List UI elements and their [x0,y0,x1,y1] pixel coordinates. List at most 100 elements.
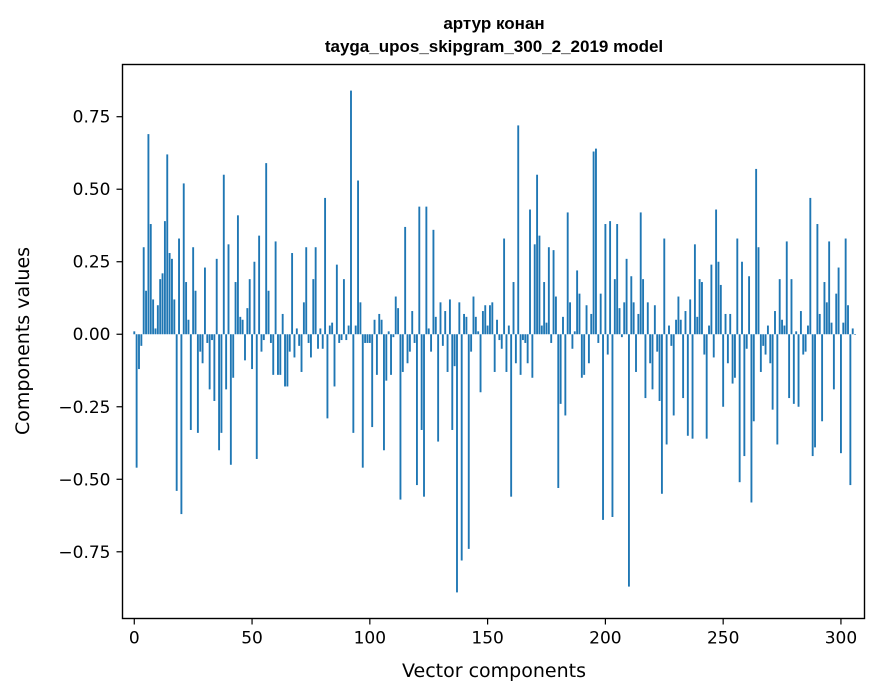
bar [783,325,786,335]
bar [425,206,428,335]
bar [185,282,188,335]
bar [171,258,173,335]
bar [668,325,670,335]
bar [274,241,277,335]
bar [618,308,621,335]
bar [795,331,798,335]
bar [576,270,579,335]
bar [849,334,852,486]
bar [359,302,362,335]
bar [213,334,216,401]
bar [526,334,529,364]
bar [559,334,562,404]
bar [708,325,710,335]
bar [498,334,501,341]
bar [135,334,138,468]
bar [392,334,395,338]
bar [156,305,159,335]
bar [818,313,821,335]
bar [821,334,824,422]
bar [755,168,758,335]
bar [427,328,430,335]
bar [585,305,588,335]
bar [604,224,607,335]
bar [248,279,251,335]
bar [679,319,682,335]
bar [630,276,633,335]
bar [328,325,331,335]
bar [206,334,209,343]
bar [222,174,225,335]
bar [510,334,513,497]
bar [816,224,819,335]
bar [672,334,675,416]
bar [719,284,722,335]
bar [211,334,213,341]
bar [166,154,169,335]
bar [251,334,253,370]
bar [399,334,402,500]
bar [675,319,677,335]
y-tick-label: −0.50 [58,470,110,490]
bar [701,282,703,335]
bar [378,313,381,335]
bar [481,311,484,335]
bar [493,334,496,372]
bar [670,334,673,346]
bar [599,293,602,335]
bar [434,316,437,335]
bar [781,319,783,335]
bar [514,334,517,364]
bar [366,334,369,343]
bar [397,308,400,335]
bar [736,238,739,335]
bar [731,334,734,384]
bar [291,253,294,335]
x-tick-label: 50 [241,629,263,649]
bar [814,334,816,448]
bars-group [133,90,857,593]
bar [566,212,569,335]
bar [715,209,718,335]
bar [187,319,190,335]
bar [281,313,284,335]
bar [192,247,195,335]
bar [587,334,590,364]
bar [486,325,489,335]
bar [710,264,713,335]
bar [505,334,508,372]
bar [769,334,772,364]
bar [295,328,298,335]
bar [748,276,751,335]
bar [564,334,567,416]
bar [807,325,809,335]
bar [182,183,185,335]
bar [625,258,628,335]
bar [830,322,833,335]
bar [446,334,449,372]
bar [394,296,397,335]
bar [854,334,857,335]
bar [357,180,359,335]
bar [467,334,470,549]
bar [220,334,223,433]
bar [406,334,409,364]
bar [307,334,310,343]
bar [828,241,831,335]
bar [194,290,197,335]
bar [543,282,546,335]
bar [324,197,327,335]
bar [689,299,692,335]
bar [340,334,343,341]
bar [703,334,706,355]
bar [573,331,576,335]
bar [208,334,211,390]
bar [547,247,550,335]
y-axis-label: Components values [12,247,34,435]
bar [811,334,814,457]
bar [253,261,256,335]
y-tick-label: −0.75 [58,543,110,563]
bar [361,334,364,468]
